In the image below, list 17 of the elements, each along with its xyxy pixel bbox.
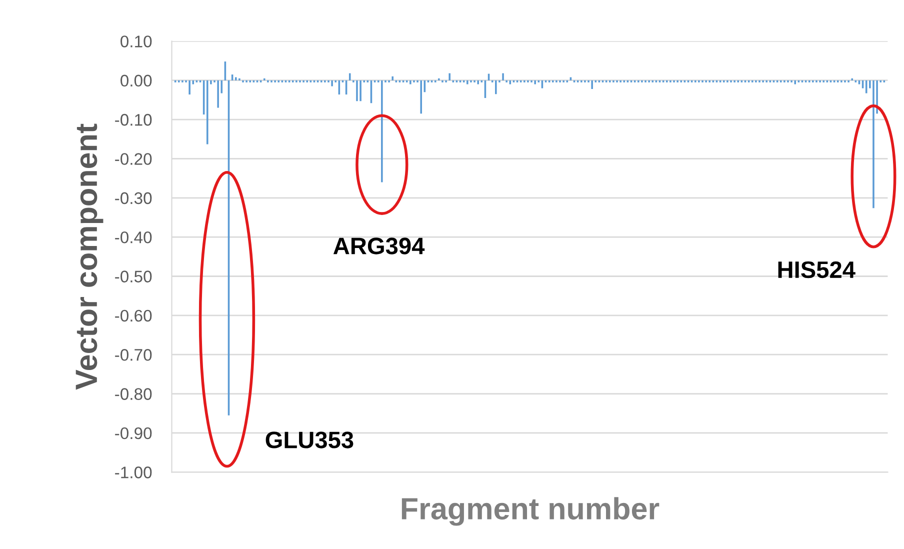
annotation: ARG394 (333, 238, 425, 254)
y-tick-label: -0.40 (115, 231, 152, 244)
y-tick-label: 0.00 (120, 74, 152, 87)
y-tick-label: 0.10 (120, 36, 152, 48)
y-tick-label: -0.10 (115, 114, 152, 126)
annotation: GLU353 (266, 432, 354, 448)
y-tick-label: -0.90 (115, 427, 152, 440)
y-tick-label: -0.20 (115, 153, 152, 165)
annotation: HIS524 (778, 261, 856, 278)
y-tick-label: -0.80 (115, 388, 152, 400)
y-tick-label: -0.50 (115, 270, 152, 282)
y-tick-label: -1.00 (115, 466, 152, 478)
y-tick-label: -0.70 (115, 349, 152, 361)
x-axis-title: Fragment number (402, 497, 660, 526)
y-axis-title: Vector component (76, 124, 104, 390)
y-tick-label: -0.30 (115, 192, 152, 204)
y-tick-label: -0.60 (115, 310, 152, 322)
